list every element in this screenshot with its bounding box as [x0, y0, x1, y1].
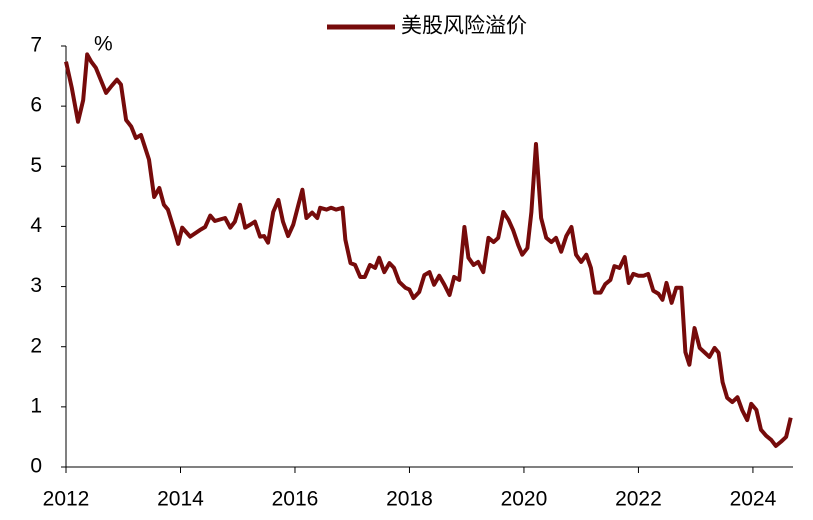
data-line [64, 52, 793, 448]
y-tick-label: 7 [30, 34, 42, 57]
x-tick-label: 2024 [730, 488, 777, 511]
x-tick-label: 2020 [501, 488, 548, 511]
y-tick-label: 2 [30, 334, 42, 357]
y-unit-label: % [94, 33, 113, 56]
y-tick-label: 0 [30, 455, 42, 478]
x-tick-label: 2014 [157, 488, 204, 511]
y-tick-label: 6 [30, 94, 42, 117]
x-tick-label: 2012 [43, 488, 90, 511]
y-tick-label: 4 [30, 214, 42, 237]
y-tick-label: 5 [30, 154, 42, 177]
x-tick-label: 2022 [615, 488, 662, 511]
x-tick-label: 2016 [272, 488, 319, 511]
legend-label: 美股风险溢价 [401, 15, 527, 38]
y-tick-label: 1 [30, 394, 42, 417]
y-tick-label: 3 [30, 274, 42, 297]
x-tick-label: 2018 [386, 488, 433, 511]
